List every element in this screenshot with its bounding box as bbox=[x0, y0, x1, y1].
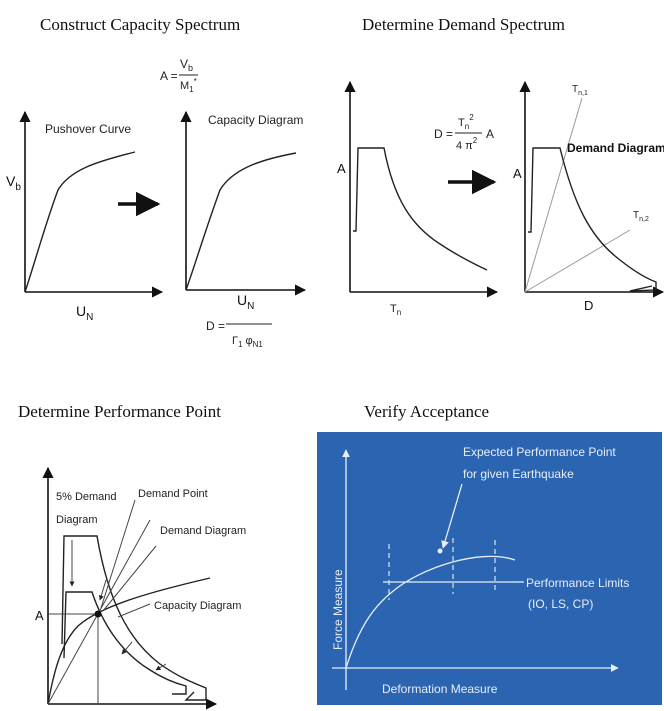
demand-point-marker bbox=[94, 610, 102, 618]
panel-capacity-spectrum: Construct Capacity Spectrum Pushover Cur… bbox=[6, 15, 307, 349]
pushover-curve bbox=[24, 151, 136, 293]
svg-text:4 π2: 4 π2 bbox=[456, 136, 478, 152]
acceptance-background bbox=[317, 432, 662, 705]
adrs-a-label: A bbox=[513, 166, 522, 181]
expected-point-leader bbox=[441, 483, 463, 549]
acc-capacity-curve bbox=[345, 555, 516, 669]
panel-title-capacity: Construct Capacity Spectrum bbox=[40, 15, 240, 34]
label-force-measure: Force Measure bbox=[331, 569, 345, 650]
spectrum-curve bbox=[353, 147, 488, 271]
tn2-label: Tn,2 bbox=[633, 210, 649, 223]
tn-axis-label: Tn bbox=[390, 303, 401, 317]
label-5pct-demand: 5% Demand bbox=[56, 491, 117, 503]
svg-text:A =: A = bbox=[160, 69, 178, 83]
demand-reduced-curve bbox=[63, 591, 187, 695]
label-demand-point: Demand Point bbox=[138, 488, 208, 500]
demand-5pct-curve bbox=[61, 535, 207, 701]
expected-point-marker bbox=[437, 548, 443, 554]
demand-diagram-label: Demand Diagram bbox=[567, 141, 664, 155]
formula-a: A = Vb M1* bbox=[160, 57, 198, 94]
svg-text:M1*: M1* bbox=[180, 77, 197, 94]
label-demand-diagram: Demand Diagram bbox=[160, 525, 246, 537]
svg-text:Vb: Vb bbox=[180, 57, 193, 73]
un-axis-label-capacity: UN bbox=[237, 292, 254, 312]
panel-title-performance: Determine Performance Point bbox=[18, 402, 221, 421]
capacity-plot: Capacity Diagram UN bbox=[180, 110, 307, 312]
panel-performance-point: Determine Performance Point 5% Demand Di… bbox=[18, 402, 246, 710]
adrs-d-label: D bbox=[584, 298, 593, 313]
label-limits-list: (IO, LS, CP) bbox=[528, 597, 593, 611]
svg-text:Tn2: Tn2 bbox=[458, 113, 474, 131]
capacity-diagram-label: Capacity Diagram bbox=[208, 113, 303, 127]
demand-spectrum-plot: A Tn bbox=[337, 80, 499, 317]
tn1-label: Tn,1 bbox=[572, 84, 588, 97]
label-5pct-diagram: Diagram bbox=[56, 514, 98, 526]
perf-a-label: A bbox=[35, 608, 44, 623]
label-expected-performance: Expected Performance Point bbox=[463, 445, 616, 459]
tn2-radial-line bbox=[524, 229, 631, 293]
pushover-plot: Pushover Curve Vb UN bbox=[6, 110, 164, 323]
tn1-radial-line bbox=[524, 97, 583, 293]
adrs-demand-curve bbox=[528, 147, 657, 292]
spectrum-a-label: A bbox=[337, 161, 346, 176]
formula-d: D = Γ1 φN1 bbox=[206, 319, 272, 349]
label-capacity-diagram: Capacity Diagram bbox=[154, 600, 241, 612]
svg-text:A: A bbox=[486, 127, 494, 141]
svg-text:D =: D = bbox=[434, 127, 453, 141]
adrs-plot: Demand Diagram A D Tn,1 Tn,2 bbox=[513, 80, 664, 313]
capacity-curve bbox=[185, 152, 297, 291]
label-performance-limits: Performance Limits bbox=[526, 576, 629, 590]
label-deformation-measure: Deformation Measure bbox=[382, 682, 498, 696]
panel-title-demand: Determine Demand Spectrum bbox=[362, 15, 565, 34]
perf-capacity-curve bbox=[47, 577, 211, 705]
un-axis-label-pushover: UN bbox=[76, 303, 93, 323]
label-expected-earthquake: for given Earthquake bbox=[463, 467, 574, 481]
panel-demand-spectrum: Determine Demand Spectrum A Tn D = Tn2 4… bbox=[337, 15, 664, 317]
formula-demand: D = Tn2 4 π2 A bbox=[434, 113, 494, 152]
svg-text:D =: D = bbox=[206, 319, 225, 333]
pushover-curve-label: Pushover Curve bbox=[45, 122, 131, 136]
panel-title-acceptance: Verify Acceptance bbox=[364, 402, 489, 421]
vb-axis-label: Vb bbox=[6, 173, 21, 193]
panel-verify-acceptance: Verify Acceptance Expected Performance P… bbox=[317, 402, 662, 705]
